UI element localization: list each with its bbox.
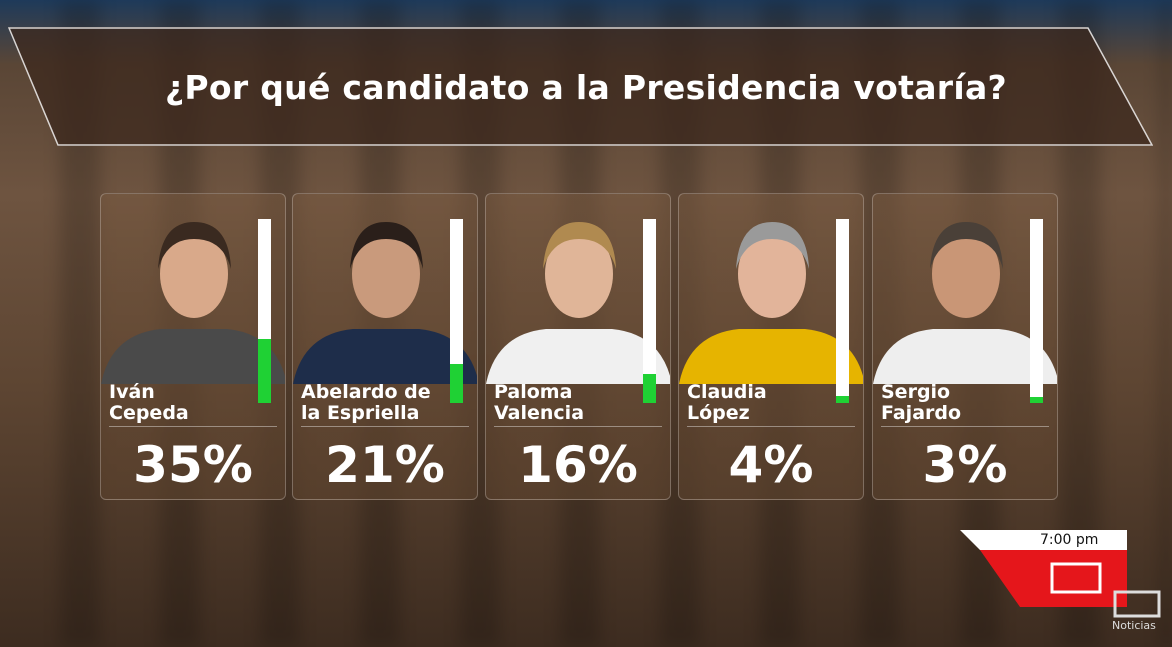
- vote-bar-fill: [1030, 397, 1043, 403]
- vote-bar-fill: [836, 395, 849, 403]
- candidate-name-line: Paloma: [494, 381, 573, 403]
- vote-bar-track: [450, 219, 463, 403]
- title-banner-border: [8, 27, 1153, 146]
- candidate-photo: [486, 222, 670, 384]
- rcn-watermark-icon: [1113, 590, 1161, 618]
- vote-percentage: 16%: [518, 436, 638, 494]
- broadcast-time: 7:00 pm: [1040, 532, 1099, 548]
- vote-percentage: 35%: [133, 436, 253, 494]
- divider: [881, 426, 1049, 427]
- candidate-photo: [293, 222, 477, 384]
- candidate-photo: [679, 222, 863, 384]
- candidate-card: Claudia López 4%: [678, 193, 864, 500]
- candidate-name-line: Fajardo: [881, 402, 962, 424]
- vote-percentage: 3%: [922, 436, 1008, 494]
- candidate-name-line: Cepeda: [109, 402, 189, 424]
- vote-bar-fill: [643, 373, 656, 403]
- vote-bar-fill: [258, 338, 271, 403]
- candidate-name-line: López: [687, 402, 750, 424]
- vote-bar-track: [643, 219, 656, 403]
- candidate-card: Abelardo de la Espriella 21%: [292, 193, 478, 500]
- candidate-name: Iván Cepeda: [109, 382, 279, 424]
- candidate-name-line: Iván: [109, 381, 155, 403]
- chart-title: ¿Por qué candidato a la Presidencia vota…: [164, 68, 1007, 107]
- watermark-label: Noticias: [1112, 619, 1156, 632]
- candidate-name-line: Abelardo de: [301, 381, 431, 403]
- vote-percentage: 21%: [325, 436, 445, 494]
- candidate-photo: [873, 222, 1057, 384]
- vote-bar-track: [258, 219, 271, 403]
- candidate-name: Claudia López: [687, 382, 857, 424]
- candidate-name-line: Sergio: [881, 381, 951, 403]
- vote-percentage: 4%: [728, 436, 814, 494]
- rcn-logo-icon: [1050, 562, 1102, 594]
- divider: [687, 426, 855, 427]
- divider: [301, 426, 469, 427]
- candidate-name-line: Claudia: [687, 381, 767, 403]
- candidate-card: Sergio Fajardo 3%: [872, 193, 1058, 500]
- divider: [109, 426, 277, 427]
- candidate-name-line: la Espriella: [301, 402, 420, 424]
- vote-bar-track: [1030, 219, 1043, 403]
- rcn-time-badge: [960, 530, 1127, 607]
- candidate-name-line: Valencia: [494, 402, 585, 424]
- candidate-name: Paloma Valencia: [494, 382, 664, 424]
- candidate-photo: [101, 222, 285, 384]
- divider: [494, 426, 662, 427]
- vote-bar-track: [836, 219, 849, 403]
- vote-bar-fill: [450, 364, 463, 403]
- candidate-card: Paloma Valencia 16%: [485, 193, 671, 500]
- candidate-name: Abelardo de la Espriella: [301, 382, 471, 424]
- title-banner: [8, 27, 1153, 146]
- candidate-name: Sergio Fajardo: [881, 382, 1051, 424]
- candidate-card: Iván Cepeda 35%: [100, 193, 286, 500]
